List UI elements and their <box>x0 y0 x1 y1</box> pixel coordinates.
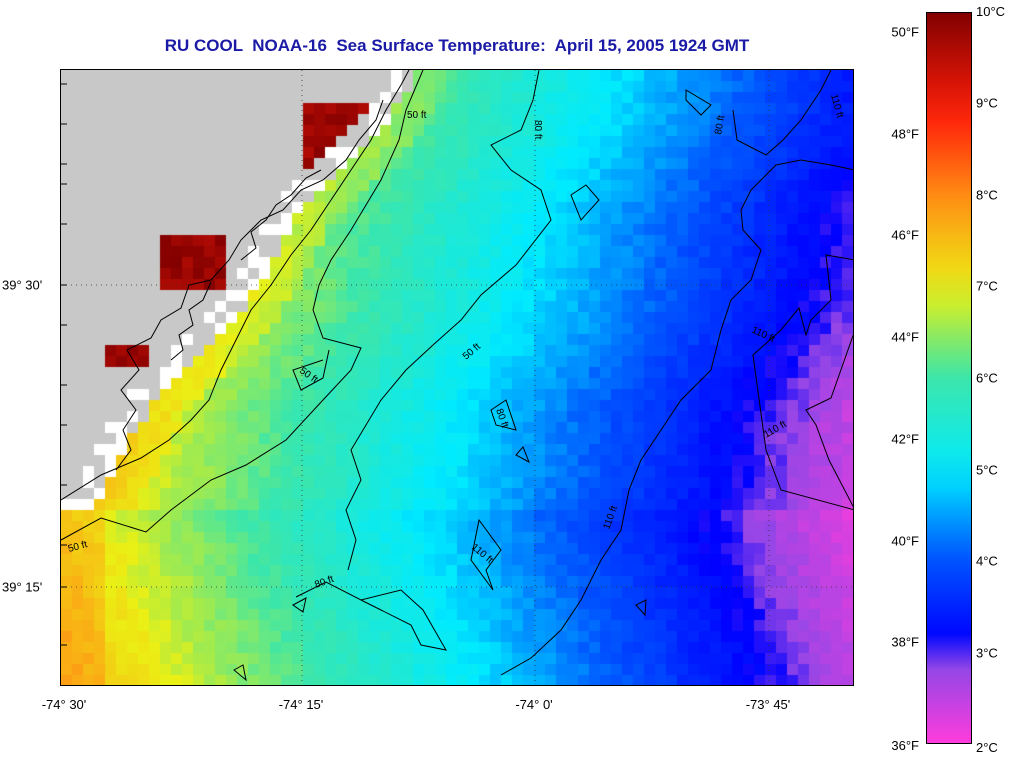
contour-small-spot-c <box>233 664 247 682</box>
colorbar-f-label: 40°F <box>891 533 919 549</box>
contour-small-spot-a <box>570 184 600 221</box>
contour-label: 50 ft <box>297 365 319 385</box>
coastline <box>61 70 410 501</box>
contour-label: 50 ft <box>461 341 483 362</box>
contour-110ft-main <box>500 159 853 676</box>
colorbar-f-label: 44°F <box>891 329 919 345</box>
colorbar-c-label: 4°C <box>976 553 998 569</box>
contour-label: 110 ft <box>762 419 789 441</box>
colorbar-c-label: 3°C <box>976 645 998 661</box>
latitude-label: 39° 15' <box>2 579 43 595</box>
sst-map[interactable]: 50 ft 50 ft 50 ft 50 ft 80 ft 80 ft 80 f… <box>60 69 854 686</box>
left-axis-ticks <box>61 83 67 646</box>
longitude-label: -74° 15' <box>278 697 324 712</box>
contour-110ft-right <box>752 254 853 510</box>
contour-label: 50 ft <box>407 110 427 121</box>
chart-title: RU COOL NOAA-16 Sea Surface Temperature:… <box>164 36 750 55</box>
contour-label: 50 ft <box>67 539 89 555</box>
colorbar-c-label: 7°C <box>976 278 998 294</box>
map-overlay: 50 ft 50 ft 50 ft 50 ft 80 ft 80 ft 80 f… <box>61 70 853 685</box>
contour-50ft-offshore <box>292 349 330 391</box>
contour-50ft-coastal <box>61 70 424 541</box>
contour-label: 80 ft <box>532 120 543 140</box>
latitude-label: 39° 30' <box>2 277 43 293</box>
colorbar-c-label: 2°C <box>976 740 998 755</box>
contour-80ft-spot-a <box>490 399 517 431</box>
contour-110ft-lower <box>470 518 502 591</box>
temperature-colorbar <box>926 12 972 744</box>
contour-small-spot-b <box>292 597 307 613</box>
graticule <box>61 70 853 685</box>
colorbar-c-label: 10°C <box>976 4 1006 19</box>
colorbar-c-label: 6°C <box>976 370 998 386</box>
contour-label: 80 ft <box>713 114 727 135</box>
contour-small-spot-d <box>635 599 647 617</box>
colorbar-c-label: 8°C <box>976 187 998 203</box>
longitude-label: -74° 30' <box>41 697 87 712</box>
contour-110ft-box <box>685 89 712 116</box>
contour-80ft-spot-b <box>515 446 530 464</box>
sst-raster <box>61 70 853 685</box>
longitude-label: -73° 45' <box>745 697 791 712</box>
colorbar-f-label: 48°F <box>891 126 919 142</box>
colorbar-f-label: 36°F <box>891 738 919 753</box>
contour-80ft-main <box>295 70 552 651</box>
contour-label: 80 ft <box>493 407 510 429</box>
colorbar-f-label: 38°F <box>891 634 919 650</box>
contour-label: 110 ft <box>601 504 620 531</box>
colorbar-f-label: 50°F <box>891 24 919 40</box>
colorbar-c-label: 9°C <box>976 95 998 111</box>
contour-label: 110 ft <box>750 325 777 345</box>
contour-label: 110 ft <box>828 93 845 120</box>
colorbar-f-label: 42°F <box>891 431 919 447</box>
isobath-contours <box>61 70 853 682</box>
contour-label: 80 ft <box>313 574 335 591</box>
contour-80ft-loop <box>732 70 832 156</box>
colorbar-c-label: 5°C <box>976 462 998 478</box>
longitude-label: -74° 0' <box>515 697 553 712</box>
colorbar-f-label: 46°F <box>891 227 919 243</box>
